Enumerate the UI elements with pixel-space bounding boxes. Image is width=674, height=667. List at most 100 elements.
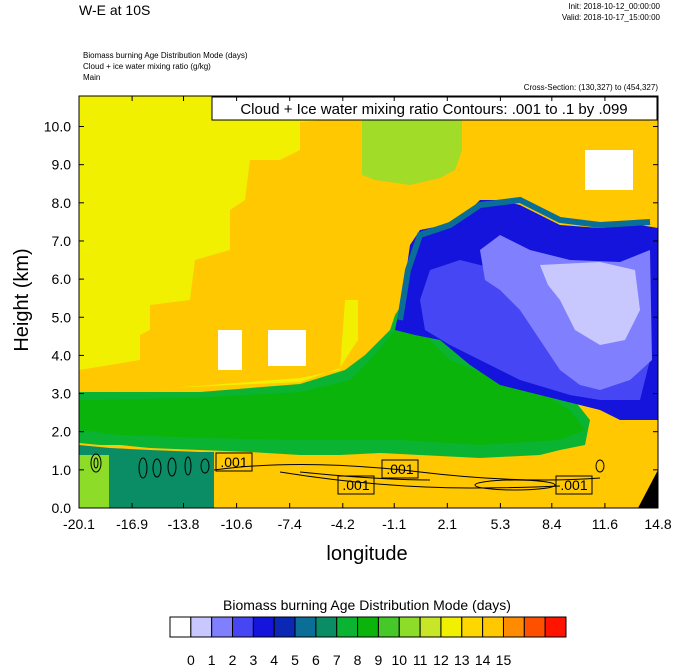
- field-white-patch-2: [268, 330, 306, 366]
- colorbar-swatch: [523, 616, 546, 638]
- y-tick-label: 9.0: [52, 157, 72, 173]
- x-tick-label: -20.1: [63, 516, 95, 532]
- colorbar-swatch: [336, 616, 359, 638]
- colorbar-swatch: [294, 616, 317, 638]
- colorbar-title: Biomass burning Age Distribution Mode (d…: [223, 597, 511, 613]
- contour-label-box: [215, 452, 253, 472]
- contour-label-box: [555, 475, 593, 495]
- contour-line: [279, 471, 561, 489]
- x-tick-label: -13.8: [168, 516, 200, 532]
- colorbar-swatch: [398, 616, 421, 638]
- y-axis: 0.0 1.0 2.0 3.0 4.0 5.0 6.0 7.0 8.0 9.0 10.0: [44, 119, 658, 516]
- y-tick-label: 5.0: [52, 309, 72, 325]
- colorbar-label: 13: [454, 652, 470, 667]
- cross-section-label: Cross-Section: (130,327) to (454,327): [523, 83, 658, 92]
- colorbar-label: 10: [391, 652, 407, 667]
- contour-caption-box: Cloud + Ice water mixing ratio Contours:…: [211, 96, 658, 121]
- colorbar-label: 12: [433, 652, 449, 667]
- y-tick-label: 0.0: [52, 500, 72, 516]
- contour-caption: Cloud + Ice water mixing ratio Contours:…: [240, 101, 627, 118]
- contour-label-box: [381, 459, 419, 479]
- valid-time: Valid: 2018-10-17_15:00:00: [561, 13, 660, 22]
- contour-label-box: [337, 475, 375, 495]
- subtitle-field-1: Biomass burning Age Distribution Mode (d…: [83, 51, 248, 60]
- contour-line: [200, 458, 210, 474]
- x-tick-label: -10.6: [221, 516, 253, 532]
- cloud-contours: [90, 453, 605, 491]
- y-axis-title: Height (km): [11, 248, 33, 352]
- contour-line: [90, 453, 102, 473]
- y-tick-label: 1.0: [52, 462, 72, 478]
- colorbar-label: 5: [291, 652, 299, 667]
- colorbar-label: 11: [413, 652, 428, 667]
- x-tick-label: 5.3: [491, 516, 511, 532]
- colorbar-label: 14: [475, 652, 491, 667]
- colorbar-swatch: [211, 616, 234, 638]
- y-tick-label: 3.0: [52, 386, 72, 402]
- colorbar-label: 8: [354, 652, 362, 667]
- contour-line: [595, 459, 605, 473]
- contour-label: .001: [560, 477, 587, 493]
- colorbar-swatch: [440, 616, 463, 638]
- colorbar-label: 6: [312, 652, 320, 667]
- field-lavender-region: [540, 262, 640, 345]
- field-white-patch-3: [585, 150, 633, 190]
- colorbar-swatch: [273, 616, 296, 638]
- contour-line: [152, 458, 162, 478]
- colorbar-swatch: [377, 616, 400, 638]
- field-teal-edge: [397, 196, 651, 321]
- age-field: [79, 96, 658, 508]
- x-tick-label: 8.4: [542, 516, 562, 532]
- colorbar-label: 2: [229, 652, 237, 667]
- colorbar-label: 7: [333, 652, 341, 667]
- colorbar-label: 4: [270, 652, 278, 667]
- x-tick-label: 2.1: [438, 516, 458, 532]
- contour-line: [474, 479, 556, 491]
- contour-label: .001: [220, 454, 247, 470]
- colorbar-label: 1: [208, 652, 216, 667]
- contour-line: [167, 457, 177, 477]
- colorbar-swatch: [169, 616, 192, 638]
- y-tick-label: 7.0: [52, 233, 72, 249]
- x-tick-label: 11.6: [592, 516, 618, 532]
- colorbar-swatch: [357, 616, 379, 638]
- y-tick-label: 8.0: [52, 195, 72, 211]
- colorbar: 0 1 2 3 4 5 6 7 8 9 10 11 12 13 14 15: [169, 616, 567, 667]
- contour-caption-bg: [211, 96, 658, 121]
- field-white-patch-1: [218, 330, 242, 370]
- x-tick-label: -16.9: [116, 516, 148, 532]
- colorbar-swatch: [419, 616, 442, 638]
- contour-line: [299, 471, 431, 481]
- x-tick-label: -7.4: [278, 516, 302, 532]
- contour-labels: .001 .001 .001 .001: [215, 452, 593, 495]
- field-dark-corner: [638, 470, 658, 508]
- colorbar-swatch: [502, 616, 525, 638]
- subtitle-field-3: Main: [83, 73, 101, 82]
- y-tick-label: 6.0: [52, 271, 72, 287]
- colorbar-swatch: [232, 616, 254, 638]
- chart-title: W-E at 10S: [79, 2, 151, 18]
- init-time: Init: 2018-10-12_00:00:00: [568, 2, 660, 11]
- x-tick-label: -4.2: [331, 516, 355, 532]
- contour-label: .001: [386, 461, 413, 477]
- contour-line: [213, 463, 601, 481]
- colorbar-label: 3: [249, 652, 257, 667]
- subtitle-field-2: Cloud + ice water mixing ratio (g/kg): [83, 62, 211, 71]
- x-tick-label: -1.1: [382, 516, 406, 532]
- x-axis-title: longitude: [326, 543, 408, 565]
- colorbar-swatch: [315, 616, 338, 638]
- colorbar-swatch: [252, 616, 275, 638]
- field-yellow-region: [79, 96, 325, 370]
- x-axis: -20.1 -16.9 -13.8 -10.6 -7.4 -4.2 -1.1 2.1 5.3 8.…: [63, 96, 672, 532]
- colorbar-swatch: [190, 616, 213, 638]
- colorbar-swatch: [544, 616, 567, 638]
- y-tick-label: 10.0: [44, 119, 71, 135]
- x-tick-label: 14.8: [644, 516, 671, 532]
- field-green-lower: [79, 330, 585, 445]
- contour-line: [93, 457, 99, 469]
- contour-line: [184, 456, 192, 476]
- colorbar-label: 15: [496, 652, 512, 667]
- plot-frame: [78, 95, 659, 509]
- contour-label: .001: [342, 477, 369, 493]
